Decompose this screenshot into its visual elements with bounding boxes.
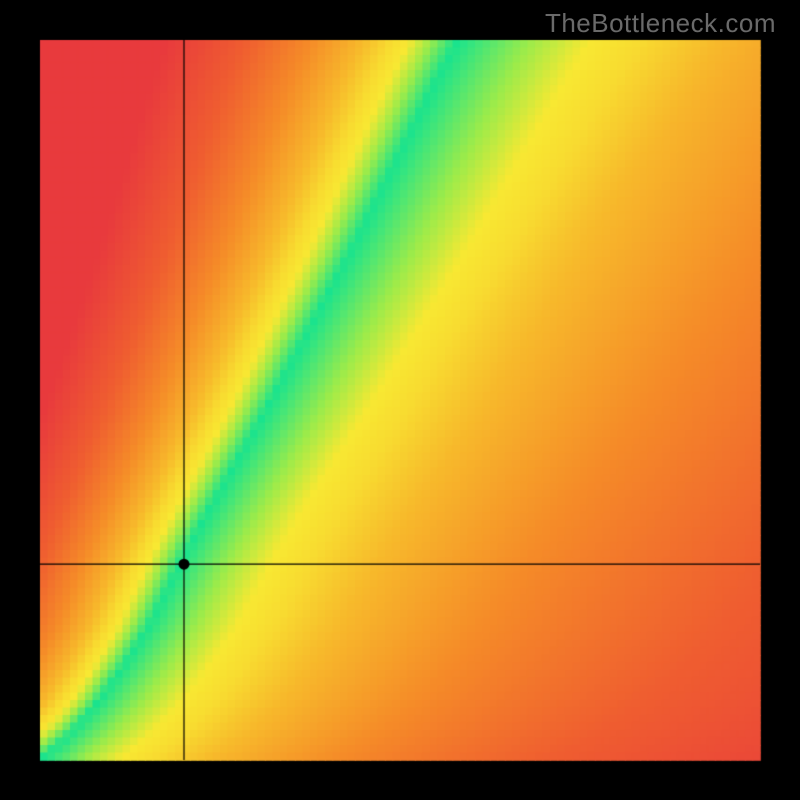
watermark-text: TheBottleneck.com (545, 8, 776, 39)
bottleneck-heatmap (0, 0, 800, 800)
chart-container: TheBottleneck.com (0, 0, 800, 800)
